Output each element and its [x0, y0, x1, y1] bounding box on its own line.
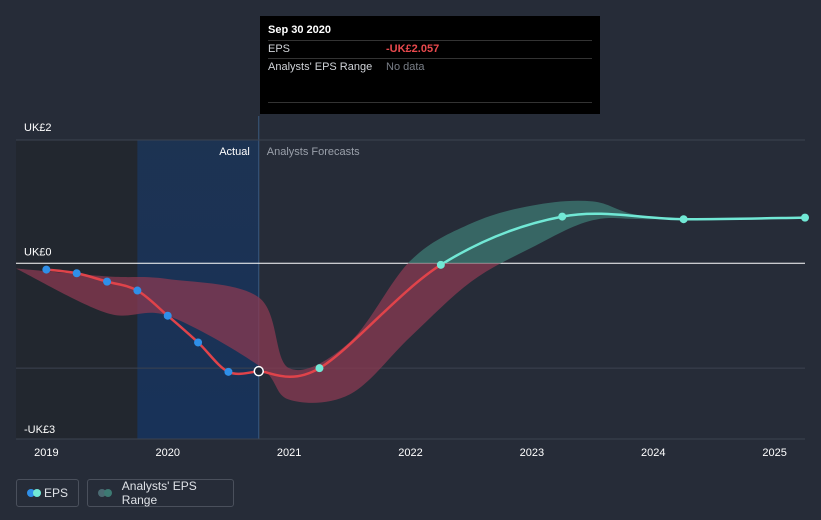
- tooltip-spacer: [268, 76, 592, 103]
- tooltip-date: Sep 30 2020: [268, 24, 331, 36]
- tooltip-eps-label: EPS: [268, 43, 291, 55]
- y-tick-label: UK£0: [24, 246, 52, 258]
- eps-actual-point: [163, 311, 172, 320]
- eps-range-band-negative: [16, 263, 501, 403]
- x-tick-label: 2024: [641, 447, 665, 459]
- y-tick-label: -UK£3: [24, 424, 55, 436]
- eps-actual-point: [194, 338, 203, 347]
- eps-forecast-point: [315, 364, 324, 373]
- eps-actual-point: [224, 367, 233, 376]
- actual-region-label: Actual: [219, 146, 250, 158]
- legend-eps-toggle[interactable]: EPS: [16, 479, 79, 507]
- tooltip-range-row: Analysts' EPS Range No data: [268, 58, 592, 76]
- tooltip-eps-value: -UK£2.057: [386, 43, 440, 55]
- legend-range-label: Analysts' EPS Range: [121, 479, 197, 507]
- eps-actual-point: [72, 269, 81, 278]
- eps-actual-point: [103, 277, 112, 286]
- legend-eps-label: EPS: [43, 486, 68, 500]
- eps-forecast-point: [558, 212, 567, 221]
- eps-forecast-line-positive: [441, 212, 806, 264]
- y-tick-label: UK£2: [24, 122, 52, 134]
- eps-forecast-point: [801, 213, 809, 222]
- eps-selected-point: [253, 365, 265, 377]
- x-tick-label: 2019: [34, 447, 58, 459]
- tooltip-range-label: Analysts' EPS Range: [268, 61, 373, 73]
- eps-forecast-point: [679, 215, 688, 224]
- range-legend-icon: [98, 488, 116, 498]
- x-tick-label: 2022: [398, 447, 422, 459]
- tooltip-range-value: No data: [386, 61, 425, 73]
- eps-actual-point: [133, 286, 142, 295]
- x-tick-label: 2020: [155, 447, 179, 459]
- legend-range-toggle[interactable]: Analysts' EPS Range: [87, 479, 234, 507]
- tooltip-eps-row: EPS -UK£2.057: [268, 40, 592, 58]
- eps-chart: UK£2 UK£0 -UK£3 2019 2020 2021 2022 2023 2024 202…: [16, 116, 809, 459]
- x-tick-label: 2025: [762, 447, 786, 459]
- tooltip: Sep 30 2020 EPS -UK£2.057 Analysts' EPS …: [260, 16, 600, 114]
- eps-forecast-point: [436, 260, 445, 269]
- eps-actual-point: [42, 265, 51, 274]
- eps-legend-icon: [27, 488, 41, 498]
- x-tick-label: 2021: [277, 447, 301, 459]
- forecast-region-label: Analysts Forecasts: [267, 146, 360, 158]
- x-tick-label: 2023: [520, 447, 544, 459]
- eps-range-band-positive: [408, 200, 805, 264]
